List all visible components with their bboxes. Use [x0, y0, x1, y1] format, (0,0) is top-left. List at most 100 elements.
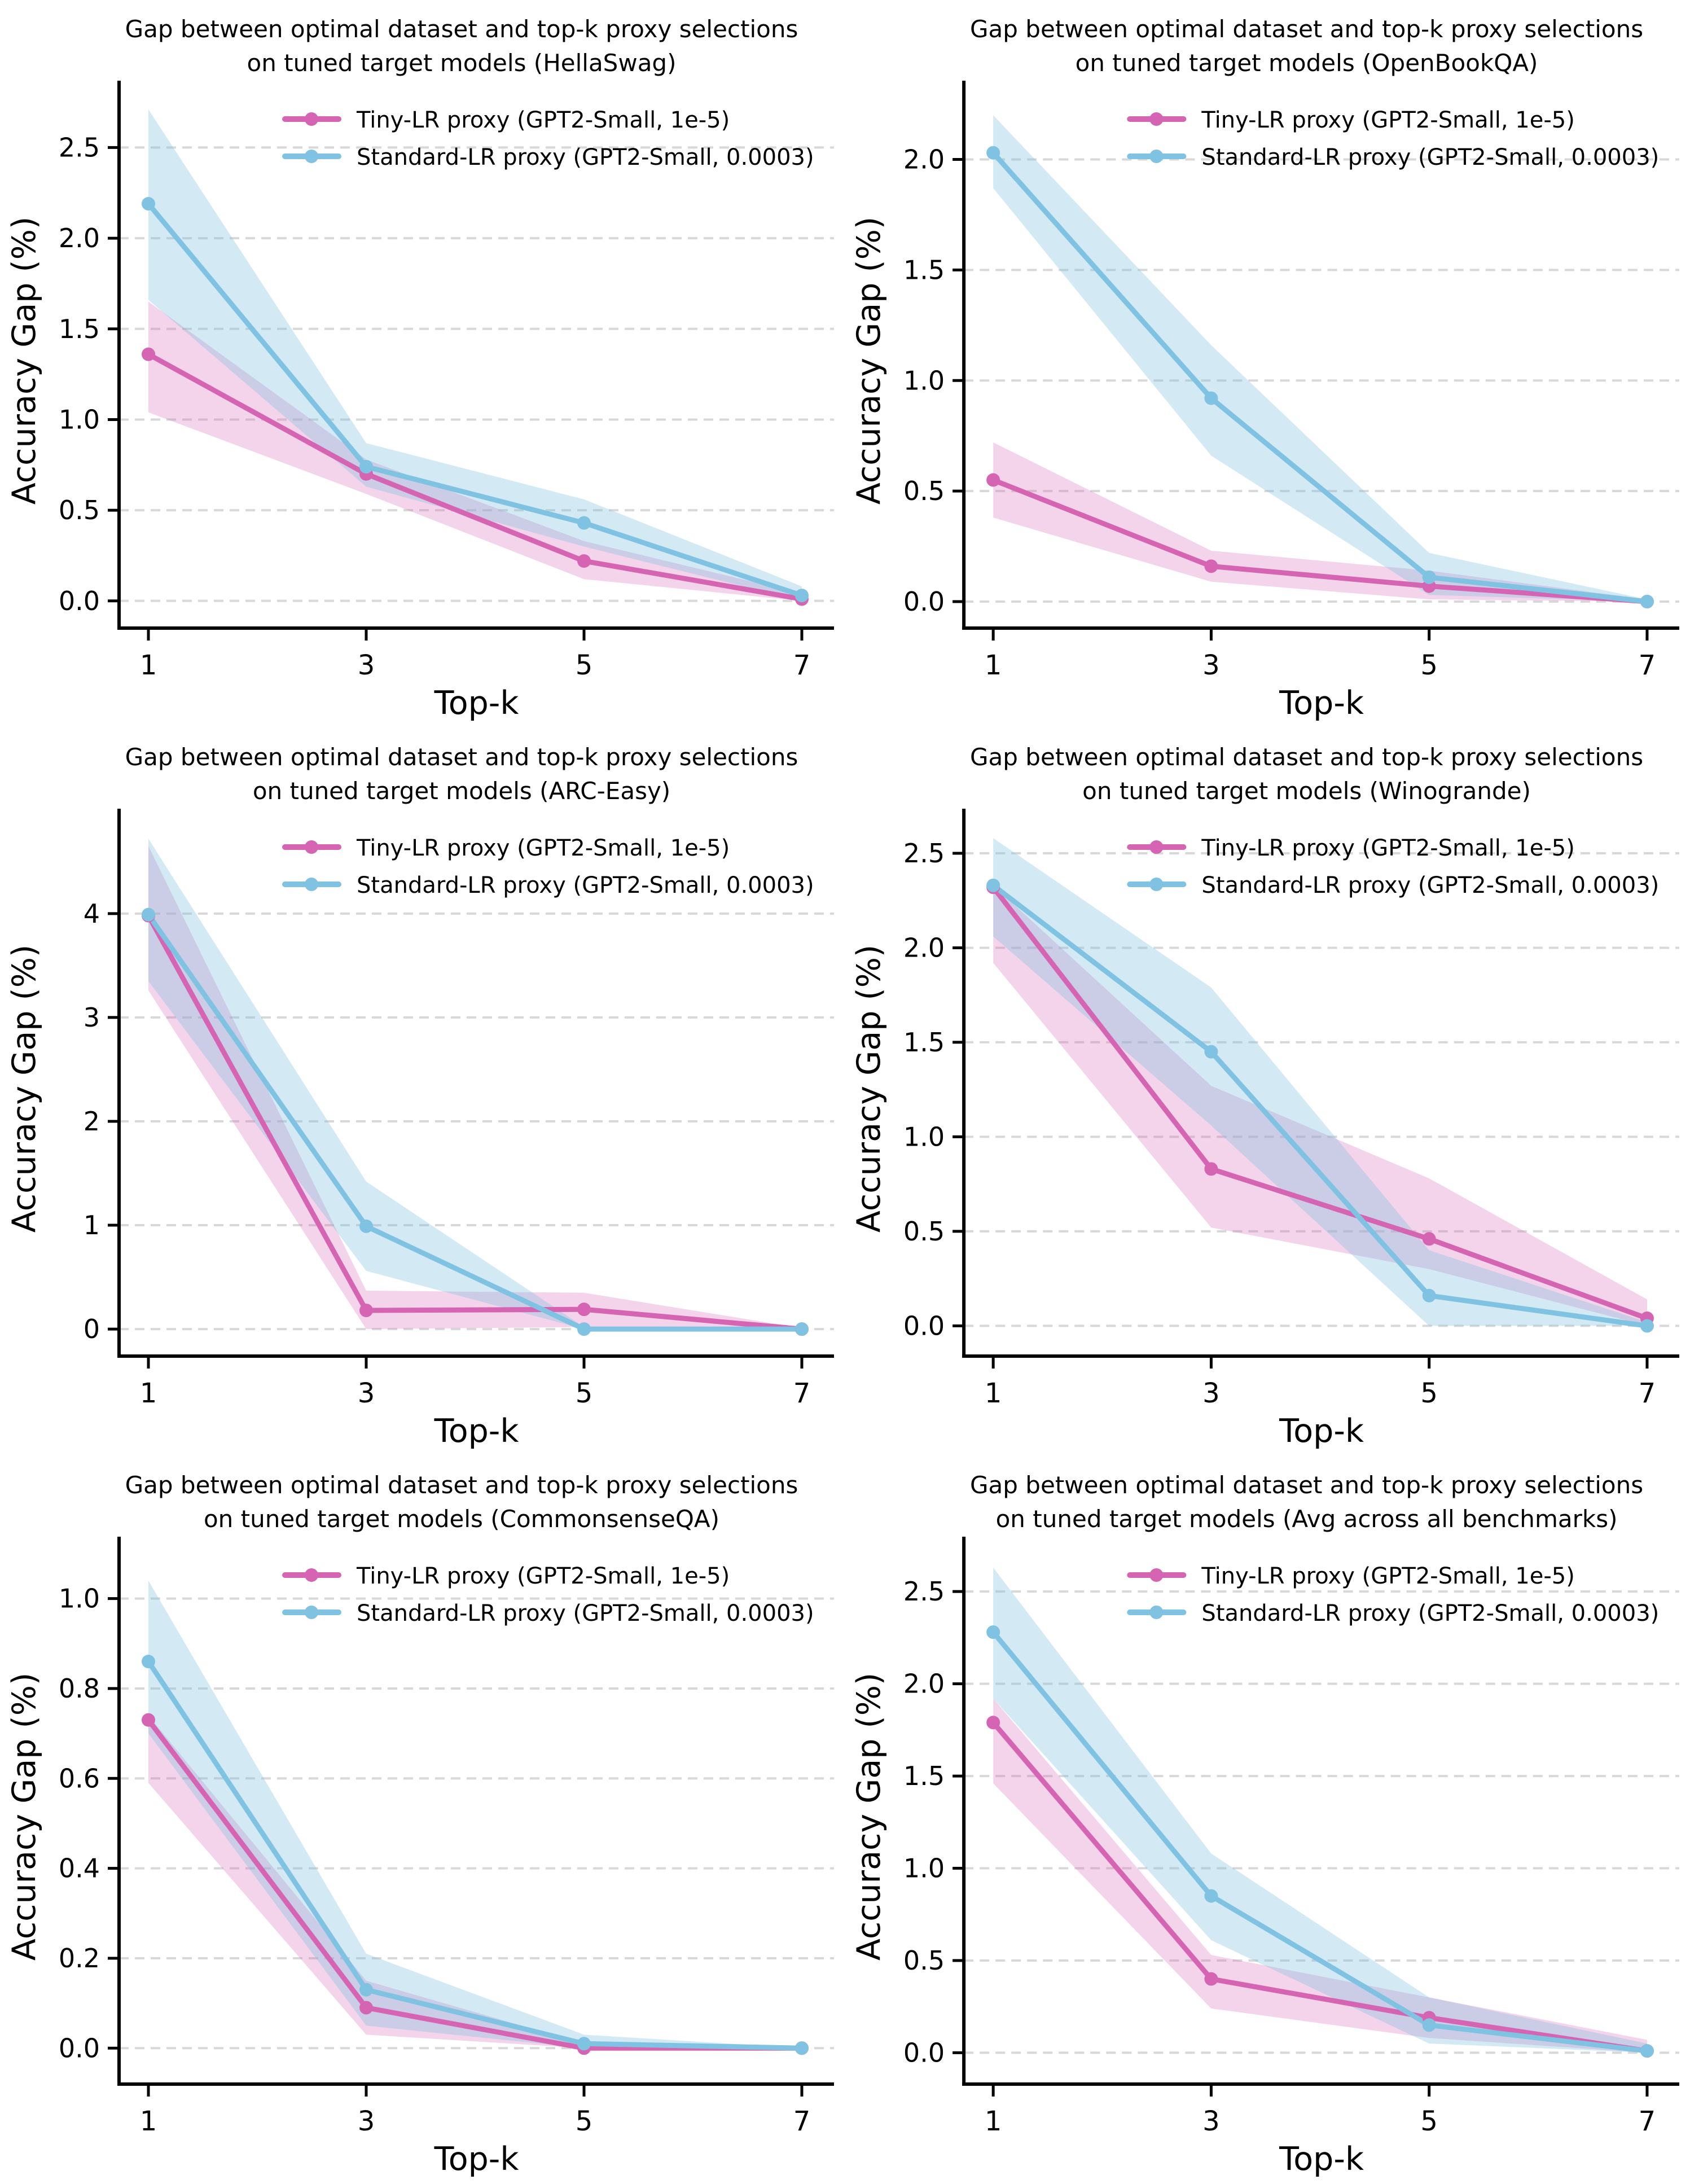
line-tiny: [146, 913, 805, 1332]
chart-cell-arc-easy: 0 1 2 3 4 1 3 5 7 Top-k Accuracy Gap (%) Gap betwee…: [0, 728, 845, 1456]
x-tick-label: 3: [358, 2106, 375, 2137]
y-axis-label: Accuracy Gap (%): [850, 1673, 888, 1961]
legend-marker-tiny: [1149, 1568, 1164, 1582]
chart-commonsenseqa: 0.0 0.2 0.4 0.6 0.8 1.0 1 3 5 7 Top-k Accuracy Gap …: [6, 1471, 834, 2178]
legend-marker-tiny: [305, 1568, 318, 1582]
y-tick-label: 1.0: [59, 404, 100, 435]
point-standard-k7: [1640, 594, 1654, 608]
point-tiny-k5: [1422, 1232, 1436, 1246]
y-tick-label: 1.5: [903, 1027, 945, 1058]
point-tiny-k1: [986, 1716, 1000, 1730]
chart-title-line1: Gap between optimal dataset and top-k pr…: [970, 743, 1643, 771]
y-tick-label: 0.2: [59, 1943, 100, 1974]
y-tick-label: 0.0: [903, 1310, 945, 1341]
point-tiny-k5: [577, 1302, 591, 1317]
y-tick-label: 2.0: [903, 1669, 945, 1699]
x-tick-label: 7: [793, 2106, 811, 2137]
chart-cell-winogrande: 0.0 0.5 1.0 1.5 2.0 2.5 1 3 5 7 Top-k Accuracy Gap …: [845, 728, 1690, 1456]
x-axis-label: Top-k: [1279, 685, 1364, 722]
point-standard-k7: [795, 2041, 809, 2055]
point-tiny-k1: [142, 347, 155, 361]
legend-marker-tiny: [305, 840, 318, 854]
point-standard-k1: [142, 907, 155, 922]
legend-label-tiny: Tiny-LR proxy (GPT2-Small, 1e-5): [1201, 835, 1574, 861]
line-standard: [990, 1629, 1650, 2054]
chart-title-line2: on tuned target models (HellaSwag): [247, 49, 677, 77]
point-standard-k3: [359, 459, 373, 473]
chart-cell-openbookqa: 0.0 0.5 1.0 1.5 2.0 1 3 5 7 Top-k Accuracy Gap (%)…: [845, 0, 1690, 728]
x-tick-label: 5: [576, 650, 593, 681]
x-axis-label: Top-k: [1279, 2141, 1364, 2178]
line-standard: [146, 1659, 805, 2051]
y-tick-label: 3: [84, 1002, 100, 1033]
y-tick-label: 2.0: [903, 144, 945, 175]
legend-label-tiny: Tiny-LR proxy (GPT2-Small, 1e-5): [356, 1563, 730, 1589]
legend-label-tiny: Tiny-LR proxy (GPT2-Small, 1e-5): [356, 107, 730, 133]
x-axis-label: Top-k: [434, 2141, 519, 2178]
line-standard: [990, 883, 1650, 1328]
x-tick-label: 7: [793, 1378, 811, 1409]
line-tiny: [990, 884, 1650, 1321]
legend-label-standard: Standard-LR proxy (GPT2-Small, 0.0003): [357, 872, 814, 898]
y-tick-label: 2: [84, 1106, 100, 1137]
chart-cell-hellaswag: 0.0 0.5 1.0 1.5 2.0 2.5 1 3 5 7 Top-k Accuracy Gap …: [0, 0, 845, 728]
legend-label-standard: Standard-LR proxy (GPT2-Small, 0.0003): [1201, 872, 1659, 898]
y-axis-label: Accuracy Gap (%): [6, 945, 43, 1233]
point-tiny-k3: [1204, 1162, 1218, 1176]
legend-label-standard: Standard-LR proxy (GPT2-Small, 0.0003): [1201, 1600, 1659, 1626]
band-tiny: [148, 301, 802, 601]
y-tick-label: 1.5: [903, 1761, 945, 1791]
point-standard-k5: [577, 516, 591, 530]
legend-marker-tiny: [1149, 840, 1164, 854]
line-standard: [146, 912, 805, 1332]
point-standard-k5: [1422, 570, 1436, 584]
y-tick-label: 1.0: [59, 1584, 100, 1614]
y-tick-label: 0.5: [903, 1216, 945, 1247]
band-tiny: [993, 885, 1647, 1326]
y-axis-label: Accuracy Gap (%): [6, 217, 43, 505]
y-tick-label: 0.8: [59, 1673, 100, 1704]
legend-marker-standard: [305, 1606, 318, 1619]
line-tiny: [146, 352, 805, 602]
legend-marker-standard: [1149, 1606, 1164, 1619]
chart-cell-commonsenseqa: 0.0 0.2 0.4 0.6 0.8 1.0 1 3 5 7 Top-k Accuracy Gap …: [0, 1456, 845, 2184]
y-tick-label: 1.0: [903, 1121, 945, 1152]
point-standard-k3: [359, 1219, 373, 1233]
y-axis-label: Accuracy Gap (%): [850, 217, 888, 505]
point-standard-k1: [986, 1625, 1000, 1639]
point-standard-k7: [1640, 2044, 1654, 2058]
y-tick-label: 0.6: [59, 1763, 100, 1793]
x-axis-label: Top-k: [434, 685, 519, 722]
chart-title-line2: on tuned target models (OpenBookQA): [1076, 49, 1538, 77]
point-tiny-k5: [577, 554, 591, 568]
point-tiny-k3: [1204, 1972, 1218, 1986]
legend-marker-standard: [1149, 150, 1164, 163]
x-tick-label: 5: [1420, 2106, 1438, 2137]
point-standard-k7: [1640, 1319, 1654, 1333]
x-tick-label: 3: [1202, 1378, 1220, 1409]
x-tick-label: 7: [1639, 2106, 1656, 2137]
y-tick-label: 2.5: [59, 132, 100, 163]
y-tick-label: 1: [84, 1210, 100, 1240]
y-tick-label: 2.5: [903, 838, 945, 869]
legend-marker-standard: [305, 150, 318, 163]
point-standard-k1: [142, 1655, 155, 1669]
chart-title-line2: on tuned target models (ARC-Easy): [253, 777, 670, 805]
y-tick-label: 0.5: [903, 476, 945, 506]
point-standard-k5: [577, 2037, 591, 2051]
y-tick-label: 2.5: [903, 1576, 945, 1607]
chart-title-line1: Gap between optimal dataset and top-k pr…: [125, 743, 798, 771]
y-tick-label: 1.0: [903, 365, 945, 396]
x-tick-label: 1: [140, 2106, 157, 2137]
point-standard-k1: [986, 878, 1000, 892]
point-tiny-k1: [986, 473, 1000, 487]
chart-avg-benchmarks: 0.0 0.5 1.0 1.5 2.0 2.5 1 3 5 7 Top-k Accuracy Gap …: [850, 1471, 1679, 2178]
point-tiny-k3: [1204, 559, 1218, 573]
chart-title-line1: Gap between optimal dataset and top-k pr…: [970, 1471, 1643, 1499]
point-standard-k3: [1204, 1045, 1218, 1059]
band-tiny: [993, 442, 1647, 602]
line-standard: [146, 201, 805, 598]
line-tiny: [990, 1720, 1650, 2054]
